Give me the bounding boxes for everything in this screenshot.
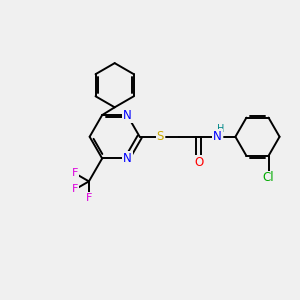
- Text: F: F: [72, 184, 78, 194]
- Text: F: F: [72, 168, 78, 178]
- Text: O: O: [194, 156, 203, 169]
- Text: H: H: [217, 124, 224, 134]
- Text: N: N: [123, 152, 132, 165]
- Text: S: S: [157, 130, 164, 143]
- Text: N: N: [213, 130, 222, 143]
- Text: F: F: [86, 193, 92, 202]
- Text: Cl: Cl: [263, 172, 274, 184]
- Text: N: N: [123, 109, 132, 122]
